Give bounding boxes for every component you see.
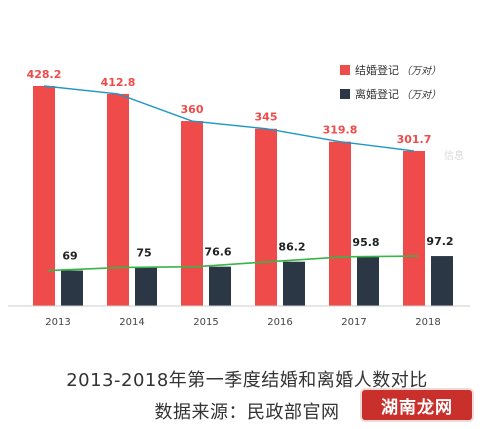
- x-tick-label: 2014: [119, 317, 144, 328]
- marriage-bar: [403, 150, 425, 306]
- watermark-logo-text: 湖南龙网: [381, 397, 453, 418]
- divorce-bar: [283, 261, 305, 306]
- marriage-bar: [181, 121, 203, 306]
- marriage-value-label: 301.7: [397, 133, 432, 146]
- marriage-bar: [255, 128, 277, 306]
- marriage-value-label: 345: [255, 111, 278, 124]
- divorce-bar: [209, 266, 231, 306]
- watermark-corner-text: 信息: [444, 151, 464, 162]
- x-tick-labels: 2013 2014 2015 2016 2017 2018: [45, 317, 440, 328]
- legend-swatch-divorce: [340, 89, 350, 99]
- legend: 结婚登记 （万对） 离婚登记 （万对）: [340, 63, 441, 101]
- legend-swatch-marriage: [340, 65, 350, 75]
- trend-layer: [43, 85, 419, 272]
- bars-layer: [33, 86, 453, 306]
- marriage-value-label: 360: [181, 103, 204, 116]
- divorce-bar: [61, 270, 83, 306]
- divorce-value-label: 69: [62, 250, 77, 263]
- x-tick-label: 2013: [45, 317, 70, 328]
- divorce-bar: [431, 256, 453, 306]
- divorce-value-label: 95.8: [352, 236, 379, 249]
- chart-source: 数据来源：民政部官网: [154, 402, 340, 423]
- marriage-value-label: 412.8: [101, 76, 136, 89]
- chart-title: 2013-2018年第一季度结婚和离婚人数对比: [66, 370, 428, 391]
- x-tick-label: 2017: [341, 317, 366, 328]
- chart-svg: 428.2 69 412.8 75 360 76.6 345 86.2 319.8 95.8 301…: [8, 63, 470, 328]
- legend-label-marriage: 结婚登记: [355, 63, 399, 77]
- marriage-value-label: 319.8: [323, 124, 358, 137]
- divorce-bar: [357, 256, 379, 306]
- labels-layer: 428.2 69 412.8 75 360 76.6 345 86.2 319.8 95.8 301…: [27, 68, 454, 263]
- divorce-value-label: 76.6: [204, 246, 231, 259]
- x-tick-label: 2018: [415, 317, 440, 328]
- marriage-bar: [33, 86, 55, 306]
- legend-unit-marriage: （万对）: [401, 65, 441, 77]
- x-tick-label: 2015: [193, 317, 218, 328]
- divorce-value-label: 97.2: [426, 235, 453, 248]
- x-tick-label: 2016: [267, 317, 292, 328]
- watermark-logo: 湖南龙网: [362, 390, 472, 420]
- legend-label-divorce: 离婚登记: [355, 87, 399, 101]
- legend-unit-divorce: （万对）: [401, 89, 441, 101]
- divorce-bar: [135, 267, 157, 306]
- divorce-value-label: 86.2: [278, 241, 305, 254]
- marriage-bar: [329, 141, 351, 306]
- divorce-trend-line: [47, 255, 419, 272]
- marriage-bar: [107, 93, 129, 306]
- marriage-trend-line: [43, 85, 415, 152]
- divorce-value-label: 75: [136, 246, 151, 259]
- marriage-value-label: 428.2: [27, 68, 62, 81]
